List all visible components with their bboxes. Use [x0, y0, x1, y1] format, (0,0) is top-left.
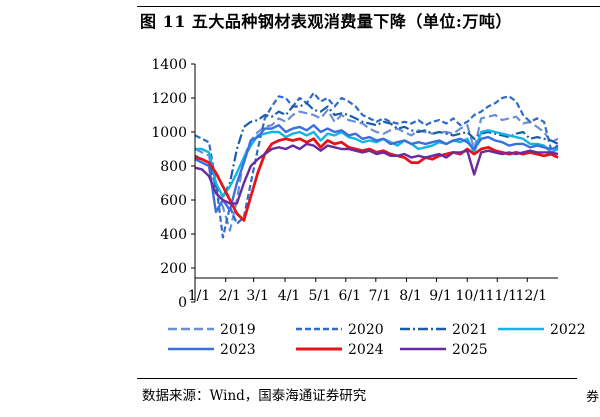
legend-label-2025: 2025 [452, 342, 488, 358]
y-tick-label: 600 [160, 193, 187, 209]
x-tick-label: 1/1 [188, 288, 211, 304]
axes: 0 200 400 600 800 1000 1200 1400 1/1 2/1 3/1 4/1 5/1… [151, 57, 558, 311]
series-line-2020 [194, 91, 559, 239]
y-tick-label: 0 [178, 295, 187, 311]
y-tick-label: 400 [160, 227, 187, 243]
series-line-2021 [194, 101, 559, 198]
x-tick-label: 9/1 [429, 288, 452, 304]
y-tick-label: 200 [160, 261, 187, 277]
y-tick-label: 1000 [151, 125, 187, 141]
y-tick-label: 800 [160, 159, 187, 175]
x-tick-label: 5/1 [309, 288, 332, 304]
legend-label-2020: 2020 [348, 322, 384, 338]
legend-label-2022: 2022 [550, 322, 586, 338]
legend-label-2023: 2023 [220, 342, 256, 358]
legend-label-2021: 2021 [452, 322, 488, 338]
x-tick-label: 11/1 [486, 288, 517, 304]
legend-label-2019: 2019 [220, 322, 256, 338]
x-tick-label: 2/1 [218, 288, 241, 304]
x-tick-label: 12/1 [516, 288, 547, 304]
x-tick-label: 7/1 [369, 288, 392, 304]
figure-title-text: 五大品种钢材表观消费量下降（单位:万吨） [191, 12, 512, 31]
x-tick-label: 3/1 [246, 288, 269, 304]
x-tick-label: 4/1 [278, 288, 301, 304]
legend: 2019 2020 2021 2022 2023 2024 2025 [168, 322, 586, 358]
title-top-rule [137, 6, 600, 7]
x-tick-label: 6/1 [339, 288, 362, 304]
series-line-2025 [194, 142, 559, 205]
source-note: 数据来源：Wind，国泰海通证券研究 [142, 388, 367, 404]
y-tick-label: 1200 [151, 91, 187, 107]
series-line-2019 [194, 108, 559, 232]
series-line-2023 [194, 123, 559, 214]
clipped-text-fragment: 券 [586, 390, 600, 405]
x-tick-label: 8/1 [399, 288, 422, 304]
series-layer [194, 91, 559, 239]
source-rule [137, 378, 577, 379]
legend-label-2024: 2024 [348, 342, 384, 358]
x-tick-label: 10/1 [456, 288, 487, 304]
figure-label: 图 11 [140, 12, 186, 31]
y-tick-label: 1400 [151, 57, 187, 73]
series-line-2024 [194, 137, 559, 222]
figure-title: 图 11 五大品种钢材表观消费量下降（单位:万吨） [140, 8, 600, 32]
